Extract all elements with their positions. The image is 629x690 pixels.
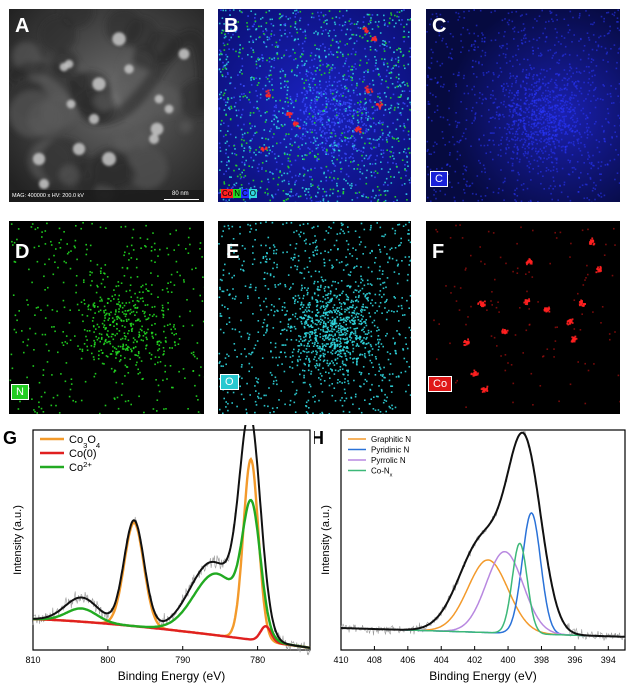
xps-co2p-chart: G 810 800 790 780 Binding Energy (eV) Intensit… xyxy=(3,425,311,683)
x-tick-label: 394 xyxy=(601,655,616,665)
legend-label-3: Co-Nx xyxy=(371,466,393,478)
fit-series-2 xyxy=(341,550,625,638)
panel-a-haadf-image: A MAG: 400000 x HV: 200.0 kV 80 nm xyxy=(9,9,204,202)
x-tick-label: 790 xyxy=(175,655,190,665)
oxygen-map-image xyxy=(218,221,411,414)
carbon-map-image xyxy=(426,9,620,202)
legend-label-1: Pyridinic N xyxy=(371,445,409,454)
scale-bar-label: 80 nm xyxy=(172,191,189,197)
panel-g-label: G xyxy=(3,428,17,448)
plot-frame xyxy=(340,429,626,651)
overlay-legend: Co N C O xyxy=(221,189,258,198)
x-tick-label: 396 xyxy=(567,655,582,665)
panel-a-label: A xyxy=(15,15,30,37)
panel-f-label: F xyxy=(432,241,445,263)
legend-o: O xyxy=(248,189,258,198)
panel-f-cobalt-map: F Co xyxy=(426,221,620,414)
fit-series-0 xyxy=(341,559,625,638)
panel-d-nitrogen-map: D N xyxy=(9,221,204,414)
fit-series-2 xyxy=(33,498,311,649)
panel-h-label: H xyxy=(314,428,324,448)
panel-d-label: D xyxy=(15,241,30,263)
overlay-map-image xyxy=(218,9,411,202)
x-tick-label: 408 xyxy=(367,655,382,665)
legend-label-0: Co3O4 xyxy=(69,434,101,450)
legend-co: Co xyxy=(221,189,234,198)
legend-label-2: Co2+ xyxy=(69,459,92,474)
panel-c-label: C xyxy=(432,15,447,37)
legend-label-2: Pyrrolic N xyxy=(371,456,406,465)
envelope-fit xyxy=(32,425,311,649)
legend-label-0: Graphitic N xyxy=(371,435,411,444)
cobalt-map-image xyxy=(426,221,620,414)
x-tick-label: 402 xyxy=(467,655,482,665)
fit-series-1 xyxy=(33,618,311,649)
x-tick-label: 780 xyxy=(250,655,265,665)
legend-c: C xyxy=(241,189,249,198)
nitrogen-tag: N xyxy=(11,384,29,400)
y-axis-label: Intensity (a.u.) xyxy=(320,505,332,575)
envelope-fit xyxy=(341,431,625,638)
panel-b-overlay-map: B Co N C O xyxy=(218,9,411,202)
x-tick-label: 406 xyxy=(400,655,415,665)
haadf-micrograph xyxy=(9,9,204,202)
x-tick-label: 398 xyxy=(534,655,549,665)
x-tick-label: 800 xyxy=(100,655,115,665)
x-axis-label: Binding Energy (eV) xyxy=(118,669,225,683)
scale-bar xyxy=(164,199,199,200)
xps-n1s-chart: H 410 408 406 404 402 400 398 396 394 Binding Ener… xyxy=(314,428,626,683)
cobalt-tag: Co xyxy=(428,376,453,392)
x-tick-label: 810 xyxy=(25,655,40,665)
y-axis-label: Intensity (a.u.) xyxy=(12,505,24,575)
legend-n: N xyxy=(233,189,242,198)
panel-b-label: B xyxy=(224,15,239,37)
panel-e-label: E xyxy=(226,241,240,263)
x-tick-label: 400 xyxy=(501,655,516,665)
x-tick-label: 404 xyxy=(434,655,449,665)
carbon-tag: C xyxy=(430,171,448,187)
nitrogen-map-image xyxy=(9,221,204,414)
magnification-text: MAG: 400000 x HV: 200.0 kV xyxy=(12,193,84,199)
x-axis-label: Binding Energy (eV) xyxy=(429,669,536,683)
panel-e-oxygen-map: E O xyxy=(218,221,411,414)
x-tick-label: 410 xyxy=(333,655,348,665)
panel-c-carbon-map: C C xyxy=(426,9,620,202)
legend-label-1: Co(0) xyxy=(69,448,97,460)
oxygen-tag: O xyxy=(220,374,239,390)
plot-frame xyxy=(32,429,311,651)
